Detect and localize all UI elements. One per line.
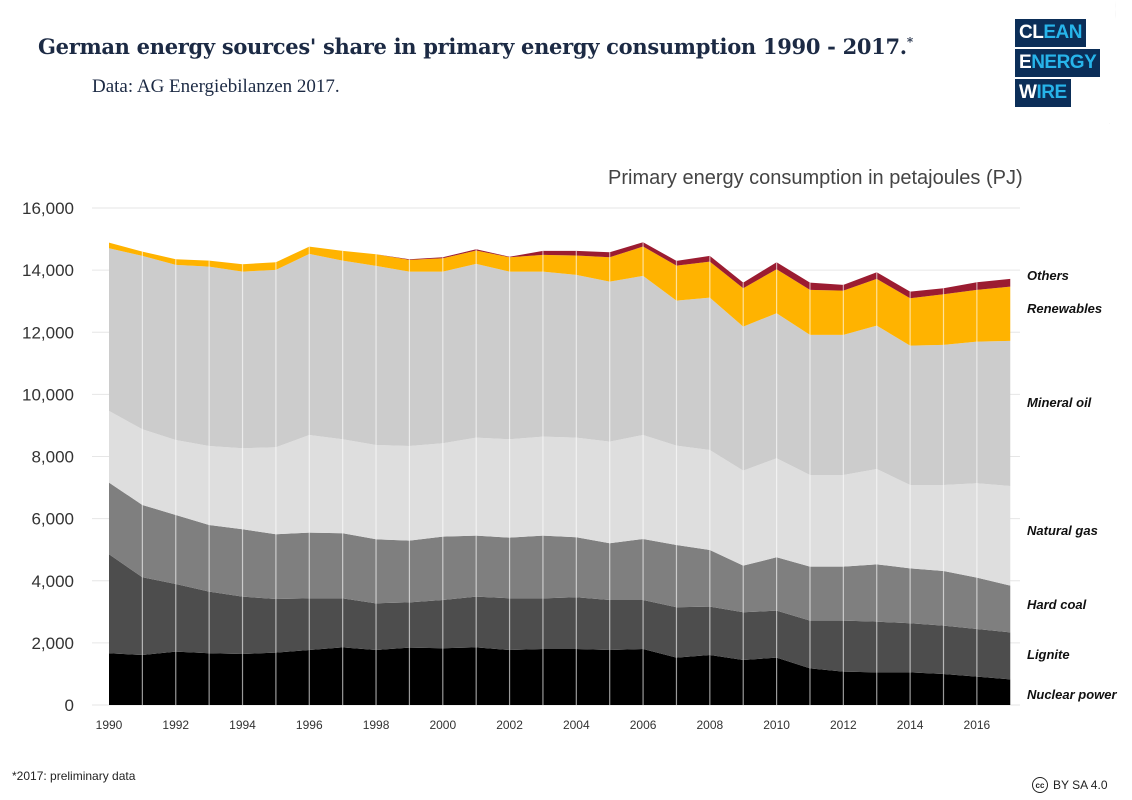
legend-label: Mineral oil [1027,395,1092,410]
x-tick-label: 2004 [563,718,590,732]
data-source: Data: AG Energiebilanzen 2017. [92,76,340,97]
logo-text: NERGY [1031,52,1097,73]
x-axis: 1990 1992 1994 1996 1998 2000 2002 2004 2006 2008… [96,718,991,732]
areas [109,242,1011,705]
x-tick-label: 1994 [229,718,256,732]
page-title: German energy sources' share in primary … [38,34,913,59]
area-lignite [109,554,1011,680]
footnote: *2017: preliminary data [12,769,136,783]
x-tick-label: 2010 [763,718,790,732]
legend-label: Natural gas [1027,523,1098,538]
legend-label: Hard coal [1027,597,1087,612]
y-tick-label: 0 [65,696,74,715]
x-tick-label: 2002 [496,718,523,732]
chart-title: Primary energy consumption in petajoules… [608,167,1023,189]
legend-label: Nuclear power [1027,687,1118,702]
y-tick-label: 2,000 [31,634,74,653]
y-tick-label: 14,000 [22,261,74,280]
y-axis: 0 2,000 4,000 6,000 8,000 10,000 12,000 14,000 1… [22,199,74,715]
logo-text: IRE [1036,82,1067,103]
legend-label: Renewables [1027,301,1102,316]
y-tick-label: 12,000 [22,323,74,342]
license: cc BY SA 4.0 [1032,777,1108,793]
y-tick-label: 16,000 [22,199,74,218]
y-tick-label: 4,000 [31,572,74,591]
x-tick-label: 2016 [964,718,991,732]
legend-label: Lignite [1027,647,1070,662]
x-tick-label: 2006 [630,718,657,732]
x-tick-label: 1998 [363,718,390,732]
license-text: BY SA 4.0 [1053,778,1108,792]
logo-text: EAN [1043,22,1082,43]
logo-text: CL [1019,22,1044,43]
area-renewables [109,242,1011,346]
title-text: German energy sources' share in primary … [38,34,907,59]
x-tick-label: 2014 [897,718,924,732]
header-panel: German energy sources' share in primary … [10,0,1116,124]
logo-text: E [1019,52,1032,73]
creative-commons-icon: cc [1032,777,1048,793]
x-tick-label: 2012 [830,718,857,732]
area-natural-gas [109,410,1011,586]
logo-text: W [1019,82,1037,103]
y-tick-label: 10,000 [22,385,74,404]
area-others [109,242,1011,299]
area-hard-coal [109,482,1011,633]
legend-label: Others [1027,268,1069,283]
y-tick-label: 8,000 [31,448,74,467]
y-tick-label: 6,000 [31,510,74,529]
year-separators [141,242,978,705]
legend: Nuclear power Lignite Hard coal Natural gas… [1027,268,1118,702]
x-tick-label: 1996 [296,718,323,732]
x-tick-label: 1990 [96,718,123,732]
x-tick-label: 2008 [696,718,723,732]
title-footnote-mark: * [906,35,913,49]
x-tick-label: 1992 [162,718,189,732]
x-tick-label: 2000 [429,718,456,732]
area-nuclear-power [109,647,1011,705]
area-mineral-oil [109,248,1011,486]
